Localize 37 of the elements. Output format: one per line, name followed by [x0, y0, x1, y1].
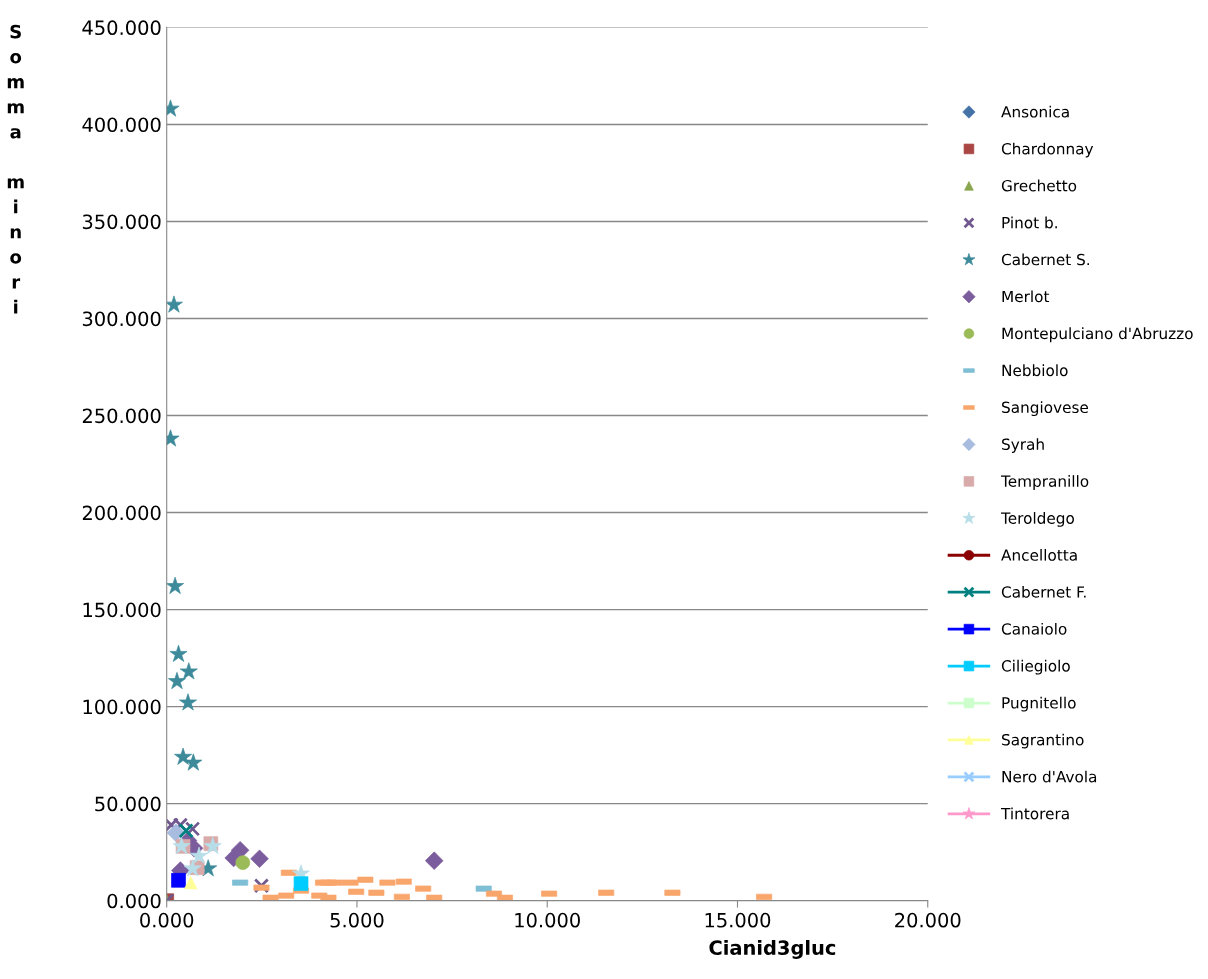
- x-tick-label: 20.000: [895, 912, 961, 928]
- legend-label: Chardonnay: [1001, 142, 1094, 158]
- legend-label: Ancellotta: [1001, 549, 1077, 561]
- y-tick-label: 350.000: [82, 214, 161, 230]
- legend-label: Syrah: [1002, 438, 1044, 453]
- legend-label: Sangiovese: [1002, 401, 1089, 417]
- y-tick-label: 150.000: [83, 602, 161, 618]
- legend-label: Ciliegiolo: [1001, 659, 1070, 675]
- legend-label: Tempranillo: [1000, 475, 1089, 490]
- legend-label: Cabernet S.: [1001, 253, 1089, 266]
- legend-label: Pinot b.: [1002, 216, 1057, 229]
- legend-label: Ansonica: [1001, 105, 1069, 118]
- y-tick-label: 0.000: [107, 893, 161, 909]
- legend-label: Sagrantino: [1002, 733, 1084, 749]
- legend-label: Canaiolo: [1001, 622, 1067, 635]
- y-tick-label: 400.000: [82, 117, 161, 133]
- legend-label: Nebbiolo: [1002, 364, 1068, 377]
- x-tick-label: 5.000: [330, 912, 384, 928]
- x-tick-label: 0.000: [140, 912, 194, 928]
- y-tick-label: 50.000: [95, 796, 161, 812]
- legend-label: Nero d'Avola: [1002, 770, 1097, 783]
- y-tick-label: 450.000: [82, 20, 161, 36]
- x-tick-label: 15.000: [705, 912, 771, 928]
- legend-label: Pugnitello: [1002, 696, 1076, 712]
- text: Somma minori: [7, 24, 24, 314]
- legend-label: Merlot: [1002, 290, 1050, 303]
- legend-label: Teroldego: [1000, 512, 1074, 527]
- legend-label: Tintorera: [1000, 807, 1069, 820]
- y-tick-label: 300.000: [82, 311, 161, 327]
- legend-label: Montepulciano d'Abruzzo: [1002, 327, 1193, 343]
- y-tick-label: 200.000: [82, 505, 161, 521]
- x-axis-title: Cianid3gluc: [709, 939, 836, 959]
- x-tick-label: 10.000: [515, 912, 580, 928]
- legend-label: Cabernet F.: [1001, 585, 1086, 598]
- y-tick-label: 100.000: [83, 699, 161, 715]
- legend-label: Grechetto: [1001, 179, 1077, 192]
- y-tick-label: 250.000: [82, 408, 161, 424]
